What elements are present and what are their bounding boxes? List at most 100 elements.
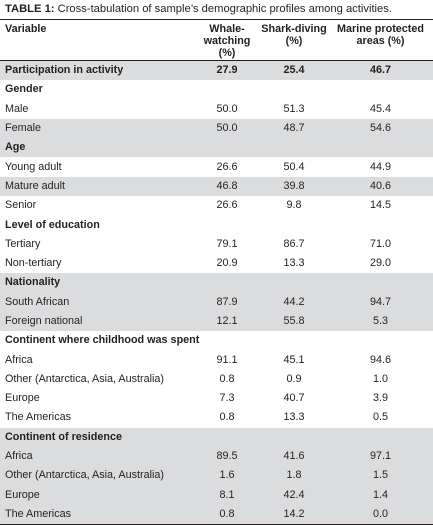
whale-watching-value: 12.1: [194, 311, 260, 332]
header-shark-line1: Shark-diving: [261, 23, 327, 35]
shark-diving-value: 55.8: [260, 311, 328, 332]
row-label: Young adult: [5, 160, 62, 173]
table-header-row: Variable Whale-watching (%) Shark-diving…: [0, 19, 433, 61]
shark-diving-value: 25.4: [260, 60, 328, 81]
shark-diving-value: 9.8: [286, 199, 302, 212]
row-label: South African: [0, 292, 194, 312]
marine-protected-value: 40.6: [328, 176, 433, 197]
header-mpa-line1: Marine protected: [337, 23, 424, 35]
row-label: The Americas: [0, 504, 194, 525]
whale-watching-value: 50.0: [216, 102, 238, 115]
header-mpa-line2: areas (%): [356, 35, 405, 47]
table-row: Europe 8.1 42.4 1.4: [0, 485, 433, 505]
marine-protected-value: 0.5: [372, 411, 388, 424]
marine-protected-value: 44.9: [369, 160, 391, 173]
table-row: The Americas 0.8 14.2 0.0: [0, 504, 433, 525]
whale-watching-value: 87.9: [194, 292, 260, 312]
shark-diving-value: 14.2: [260, 504, 328, 525]
marine-protected-value: 94.6: [369, 353, 391, 366]
marine-protected-value: 71.0: [369, 237, 391, 250]
table-row: Non-tertiary 20.9 13.3 29.0: [0, 254, 433, 273]
table-caption: TABLE 1: Cross-tabulation of sample’s de…: [0, 0, 433, 19]
header-whale-line2: (%): [218, 47, 236, 59]
table-row: Male 50.0 51.3 45.4: [0, 100, 433, 119]
shark-diving-value: [260, 427, 328, 447]
shark-diving-value: 39.8: [260, 176, 328, 197]
section-label: Gender: [5, 83, 43, 96]
shark-diving-value: 42.4: [260, 485, 328, 505]
header-whale-line1: Whale-watching: [203, 23, 251, 47]
whale-watching-value: [194, 215, 260, 234]
section-row: Age: [0, 138, 433, 158]
shark-diving-value: 51.3: [283, 102, 305, 115]
marine-protected-value: [328, 215, 433, 234]
section-label: Participation in activity: [0, 60, 194, 81]
table-row: Other (Antarctica, Asia, Australia) 0.8 0.…: [0, 370, 433, 389]
shark-diving-value: 48.7: [260, 118, 328, 139]
whale-watching-value: [194, 138, 260, 158]
section-row: Gender: [0, 80, 433, 99]
whale-watching-value: 91.1: [216, 353, 238, 366]
row-label: Foreign national: [0, 311, 194, 332]
row-label: Europe: [5, 392, 40, 405]
shark-diving-value: [260, 331, 328, 350]
shark-diving-value: 86.7: [283, 237, 305, 250]
shark-diving-value: [260, 273, 328, 293]
whale-watching-value: [194, 273, 260, 293]
row-label: Africa: [5, 353, 33, 366]
marine-protected-value: 3.9: [372, 392, 388, 405]
marine-protected-value: 1.4: [328, 485, 433, 505]
marine-protected-value: 29.0: [369, 257, 391, 270]
table-row: Tertiary 79.1 86.7 71.0: [0, 235, 433, 254]
table-row: Young adult 26.6 50.4 44.9: [0, 157, 433, 176]
shark-diving-value: 0.9: [286, 372, 302, 385]
row-label: Other (Antarctica, Asia, Australia): [5, 372, 165, 385]
marine-protected-value: 45.4: [369, 102, 391, 115]
shark-diving-value: 13.3: [283, 257, 305, 270]
marine-protected-value: 1.5: [328, 466, 433, 486]
table-body: Participation in activity 27.9 25.4 46.7 Gen…: [0, 60, 433, 525]
shark-diving-value: 13.3: [283, 411, 305, 424]
whale-watching-value: 0.8: [194, 504, 260, 525]
marine-protected-value: 97.1: [328, 446, 433, 467]
whale-watching-value: 1.6: [194, 466, 260, 486]
table-row: Africa 89.5 41.6 97.1: [0, 446, 433, 467]
table-row: Senior 26.6 9.8 14.5: [0, 196, 433, 215]
section-label: Age: [0, 138, 194, 158]
marine-protected-value: [328, 427, 433, 447]
marine-protected-value: 46.7: [328, 60, 433, 81]
whale-watching-value: 89.5: [194, 446, 260, 467]
whale-watching-value: [194, 427, 260, 447]
header-shark-diving: Shark-diving (%): [260, 19, 328, 61]
section-row: Continent of residence: [0, 427, 433, 447]
marine-protected-value: 94.7: [328, 292, 433, 312]
table-row: Europe 7.3 40.7 3.9: [0, 389, 433, 408]
table-row: Foreign national 12.1 55.8 5.3: [0, 311, 433, 332]
whale-watching-value: 20.9: [216, 257, 238, 270]
marine-protected-value: [328, 80, 433, 99]
whale-watching-value: [194, 331, 260, 350]
shark-diving-value: [260, 80, 328, 99]
whale-watching-value: 7.3: [219, 392, 235, 405]
row-label: Senior: [5, 199, 37, 212]
whale-watching-value: 50.0: [194, 118, 260, 139]
whale-watching-value: [194, 80, 260, 99]
whale-watching-value: 27.9: [194, 60, 260, 81]
section-row: Nationality: [0, 273, 433, 293]
header-variable: Variable: [0, 19, 194, 61]
row-label: Europe: [0, 485, 194, 505]
shark-diving-value: 50.4: [283, 160, 305, 173]
whale-watching-value: 26.6: [216, 199, 238, 212]
shark-diving-value: 1.8: [260, 466, 328, 486]
section-label: Continent of residence: [0, 427, 194, 447]
header-shark-line2: (%): [285, 35, 303, 47]
shark-diving-value: 44.2: [260, 292, 328, 312]
section-row: Participation in activity 27.9 25.4 46.7: [0, 60, 433, 81]
marine-protected-value: [328, 331, 433, 350]
table-caption-text: Cross-tabulation of sample’s demographic…: [54, 3, 392, 15]
marine-protected-value: 1.0: [372, 372, 388, 385]
marine-protected-value: 54.6: [328, 118, 433, 139]
row-label: Non-tertiary: [5, 257, 62, 270]
whale-watching-value: 46.8: [194, 176, 260, 197]
